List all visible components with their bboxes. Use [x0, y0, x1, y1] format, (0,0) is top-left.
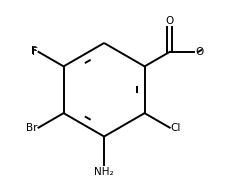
- Text: O: O: [194, 47, 203, 57]
- Text: F: F: [32, 47, 37, 57]
- Text: Cl: Cl: [170, 123, 180, 133]
- Text: F: F: [31, 46, 36, 56]
- Text: Br: Br: [26, 123, 37, 133]
- Text: O: O: [165, 16, 173, 26]
- Text: NH₂: NH₂: [94, 166, 113, 177]
